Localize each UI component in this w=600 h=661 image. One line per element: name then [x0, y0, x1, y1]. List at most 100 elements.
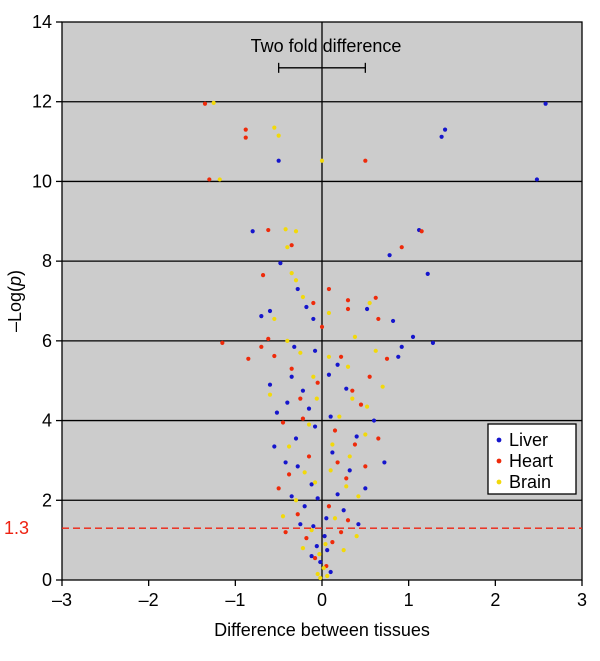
data-point-liver: [267, 308, 273, 314]
data-point-liver: [278, 261, 283, 266]
data-point-liver: [295, 464, 300, 469]
data-point-brain: [311, 374, 316, 379]
data-point-brain: [319, 158, 325, 163]
y-tick-label: 14: [32, 12, 52, 32]
data-point-liver: [276, 158, 281, 163]
data-point-brain: [286, 444, 292, 449]
data-point-liver: [399, 344, 404, 349]
data-point-heart: [335, 460, 340, 465]
data-point-heart: [306, 454, 312, 459]
data-point-heart: [266, 336, 271, 341]
x-tick-label: 0: [317, 590, 327, 610]
data-point-brain: [289, 271, 294, 276]
data-point-brain: [276, 133, 281, 138]
data-point-brain: [326, 310, 332, 316]
data-point-liver: [312, 348, 318, 353]
legend-label-liver: Liver: [509, 430, 548, 450]
legend-label-heart: Heart: [509, 451, 553, 471]
data-point-liver: [289, 374, 294, 379]
x-tick-label: 1: [404, 590, 414, 610]
data-point-liver: [295, 286, 300, 292]
data-point-liver: [335, 362, 340, 367]
data-point-brain: [300, 546, 306, 551]
data-point-heart: [315, 380, 320, 385]
data-point-brain: [356, 494, 361, 499]
data-point-liver: [306, 406, 312, 411]
data-point-brain: [354, 534, 359, 539]
data-point-heart: [220, 340, 225, 345]
data-point-brain: [293, 498, 299, 503]
data-point-heart: [246, 356, 251, 361]
data-point-brain: [285, 338, 290, 343]
data-point-liver: [311, 316, 316, 322]
x-tick-label: –2: [139, 590, 159, 610]
data-point-liver: [283, 460, 288, 465]
data-point-liver: [341, 508, 346, 513]
data-point-brain: [363, 432, 368, 437]
data-point-heart: [376, 436, 381, 441]
data-point-liver: [250, 229, 255, 234]
data-point-liver: [309, 482, 314, 487]
data-point-liver: [312, 424, 318, 429]
data-point-brain: [309, 528, 314, 533]
data-point-liver: [364, 306, 370, 312]
y-axis-label-suffix: ): [5, 270, 25, 276]
data-point-brain: [293, 278, 299, 283]
data-point-heart: [312, 555, 318, 561]
data-point-brain: [217, 177, 222, 182]
data-point-heart: [311, 300, 316, 306]
data-point-brain: [318, 575, 323, 581]
data-point-heart: [276, 486, 281, 491]
data-point-brain: [300, 294, 306, 300]
y-tick-label: 4: [42, 411, 52, 431]
data-point-heart: [295, 512, 300, 517]
data-point-liver: [328, 569, 333, 575]
data-point-heart: [367, 374, 372, 379]
fold-annotation-label: Two fold difference: [251, 36, 402, 56]
data-point-liver: [344, 386, 349, 391]
x-tick-label: 3: [577, 590, 587, 610]
data-point-brain: [337, 414, 342, 419]
data-point-heart: [345, 518, 351, 523]
x-tick-label: –1: [225, 590, 245, 610]
data-point-heart: [243, 127, 248, 132]
data-point-heart: [202, 101, 208, 106]
data-point-liver: [325, 548, 330, 553]
data-point-liver: [354, 434, 359, 439]
data-point-brain: [330, 442, 335, 447]
data-point-heart: [332, 428, 338, 433]
data-point-brain: [341, 548, 346, 553]
data-point-heart: [338, 530, 344, 535]
data-point-liver: [534, 177, 540, 182]
data-point-brain: [321, 565, 326, 571]
data-point-brain: [326, 354, 332, 359]
data-point-brain: [364, 404, 370, 409]
data-point-brain: [272, 125, 277, 130]
data-point-heart: [298, 396, 303, 401]
data-point-heart: [384, 356, 390, 361]
data-point-heart: [358, 402, 364, 407]
data-point-brain: [344, 484, 349, 489]
data-point-heart: [243, 135, 248, 140]
y-axis-label: –Log(p): [5, 270, 25, 332]
data-point-heart: [345, 306, 351, 312]
data-point-heart: [259, 344, 264, 349]
data-point-brain: [283, 227, 288, 232]
data-point-liver: [425, 271, 430, 276]
data-point-heart: [350, 388, 355, 393]
data-point-heart: [373, 295, 378, 300]
data-point-liver: [363, 486, 368, 491]
legend-label-brain: Brain: [509, 472, 551, 492]
data-point-brain: [332, 516, 338, 521]
legend-marker-liver: [496, 437, 502, 443]
data-point-liver: [387, 253, 392, 258]
y-tick-label: 6: [42, 331, 52, 351]
data-point-liver: [300, 388, 306, 393]
legend-marker-heart: [496, 458, 502, 464]
data-point-heart: [304, 536, 309, 541]
data-point-liver: [302, 504, 307, 509]
data-point-brain: [367, 300, 372, 306]
data-point-brain: [350, 396, 355, 401]
data-point-liver: [272, 444, 277, 449]
